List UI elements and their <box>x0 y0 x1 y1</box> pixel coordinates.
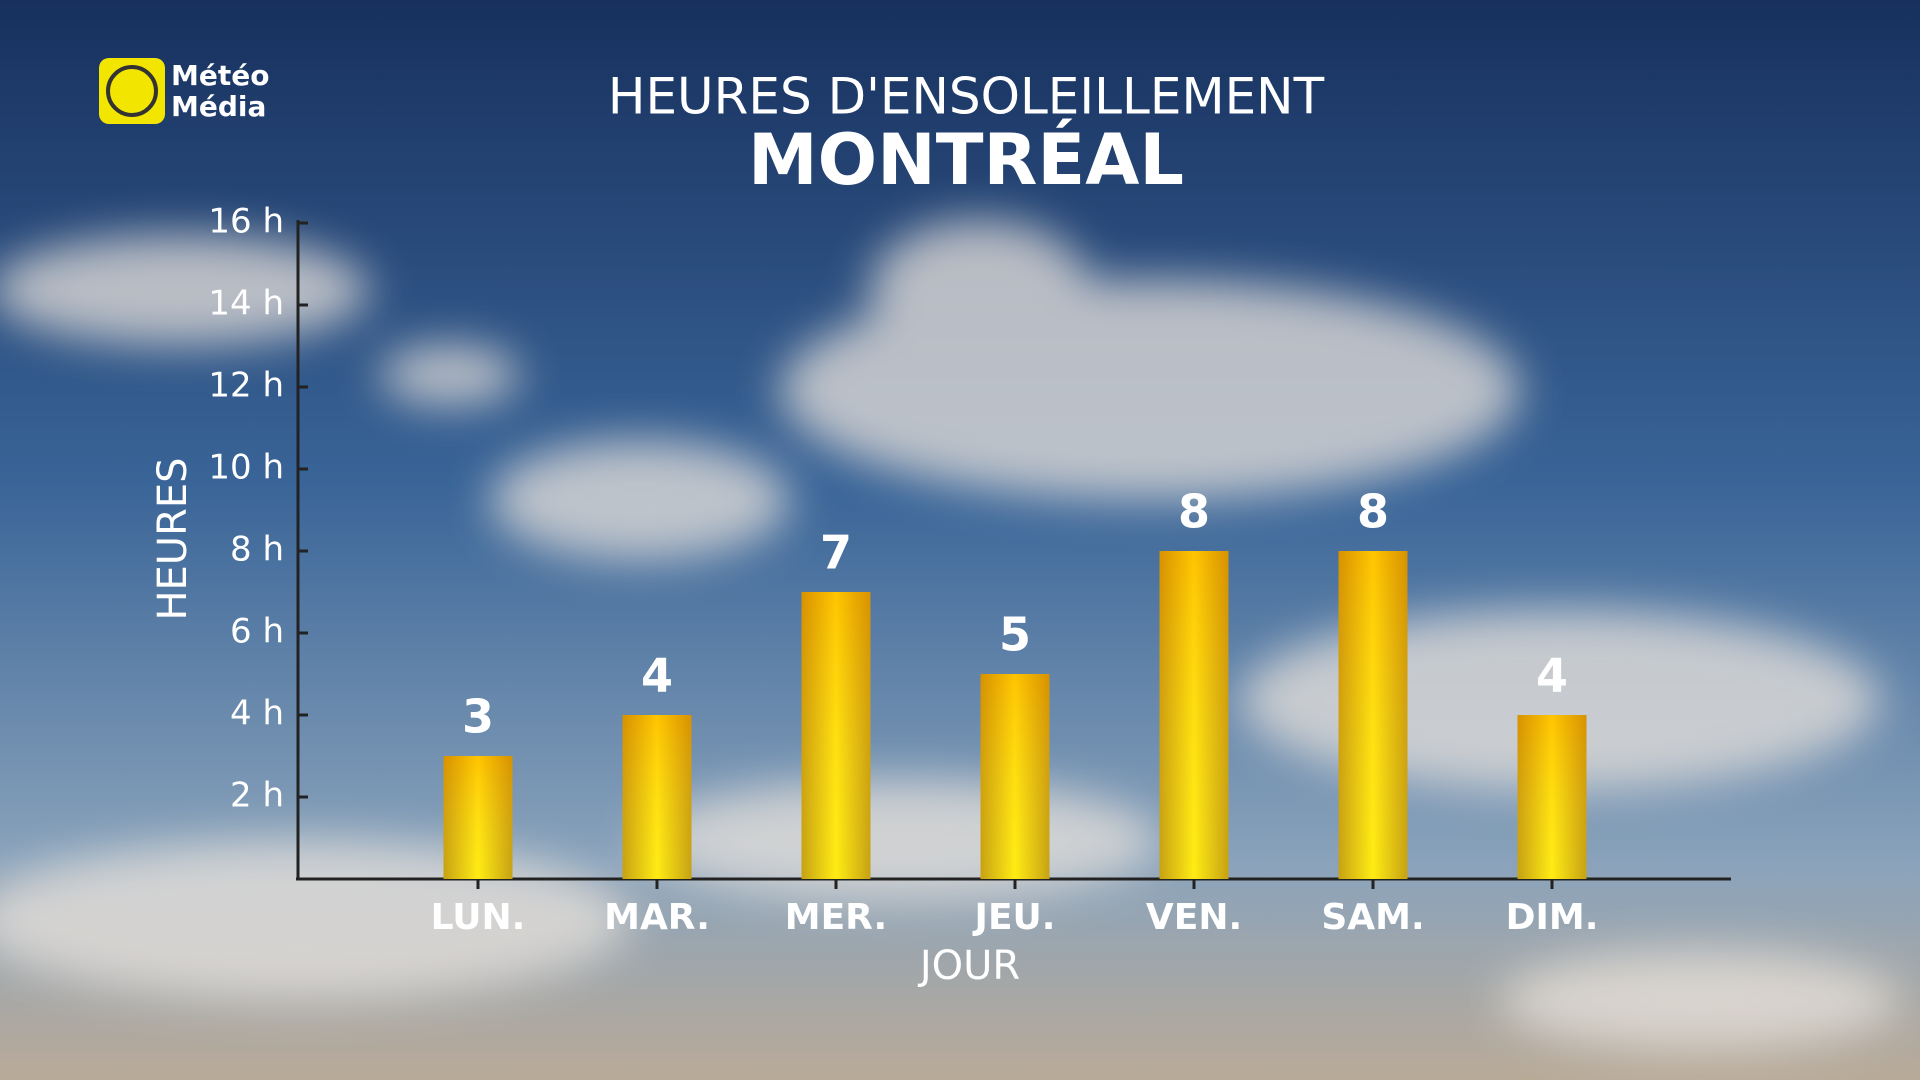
x-tick-label: VEN. <box>1146 897 1242 938</box>
value-label: 4 <box>641 649 673 703</box>
x-tick-label: MAR. <box>604 897 710 938</box>
chart-title: HEURES D'ENSOLEILLEMENT <box>608 68 1325 126</box>
y-tick-label: 2 h <box>230 776 284 816</box>
logo-text: Média <box>171 90 266 123</box>
x-axis-label: JOUR <box>917 943 1020 989</box>
logo-globe <box>106 65 158 117</box>
x-tick-label: LUN. <box>431 897 526 938</box>
x-tick-label: SAM. <box>1321 897 1424 938</box>
value-label: 8 <box>1178 485 1210 539</box>
x-tick-label: MER. <box>785 897 887 938</box>
x-tick-label: JEU. <box>972 897 1056 938</box>
value-label: 7 <box>820 526 852 580</box>
value-label: 4 <box>1536 649 1568 703</box>
value-label: 8 <box>1357 485 1389 539</box>
y-tick-label: 6 h <box>230 612 284 652</box>
logo-text: Météo <box>171 59 269 92</box>
y-axis-label: HEURES <box>150 457 196 620</box>
bar-shade <box>1159 551 1229 879</box>
bar-shade <box>980 674 1050 879</box>
chart-subtitle: MONTRÉAL <box>748 119 1184 201</box>
bar-shade <box>1338 551 1408 879</box>
y-tick-label: 12 h <box>208 366 284 406</box>
bar-shade <box>1517 715 1587 879</box>
bar-shade <box>443 756 513 879</box>
x-tick-label: DIM. <box>1506 897 1599 938</box>
bar-shade <box>801 592 871 879</box>
y-tick-label: 14 h <box>208 284 284 324</box>
y-tick-label: 4 h <box>230 694 284 734</box>
y-tick-label: 8 h <box>230 530 284 570</box>
value-label: 3 <box>462 690 494 744</box>
y-tick-label: 10 h <box>208 448 284 488</box>
bar-shade <box>622 715 692 879</box>
value-label: 5 <box>999 608 1031 662</box>
y-tick-label: 16 h <box>208 202 284 242</box>
